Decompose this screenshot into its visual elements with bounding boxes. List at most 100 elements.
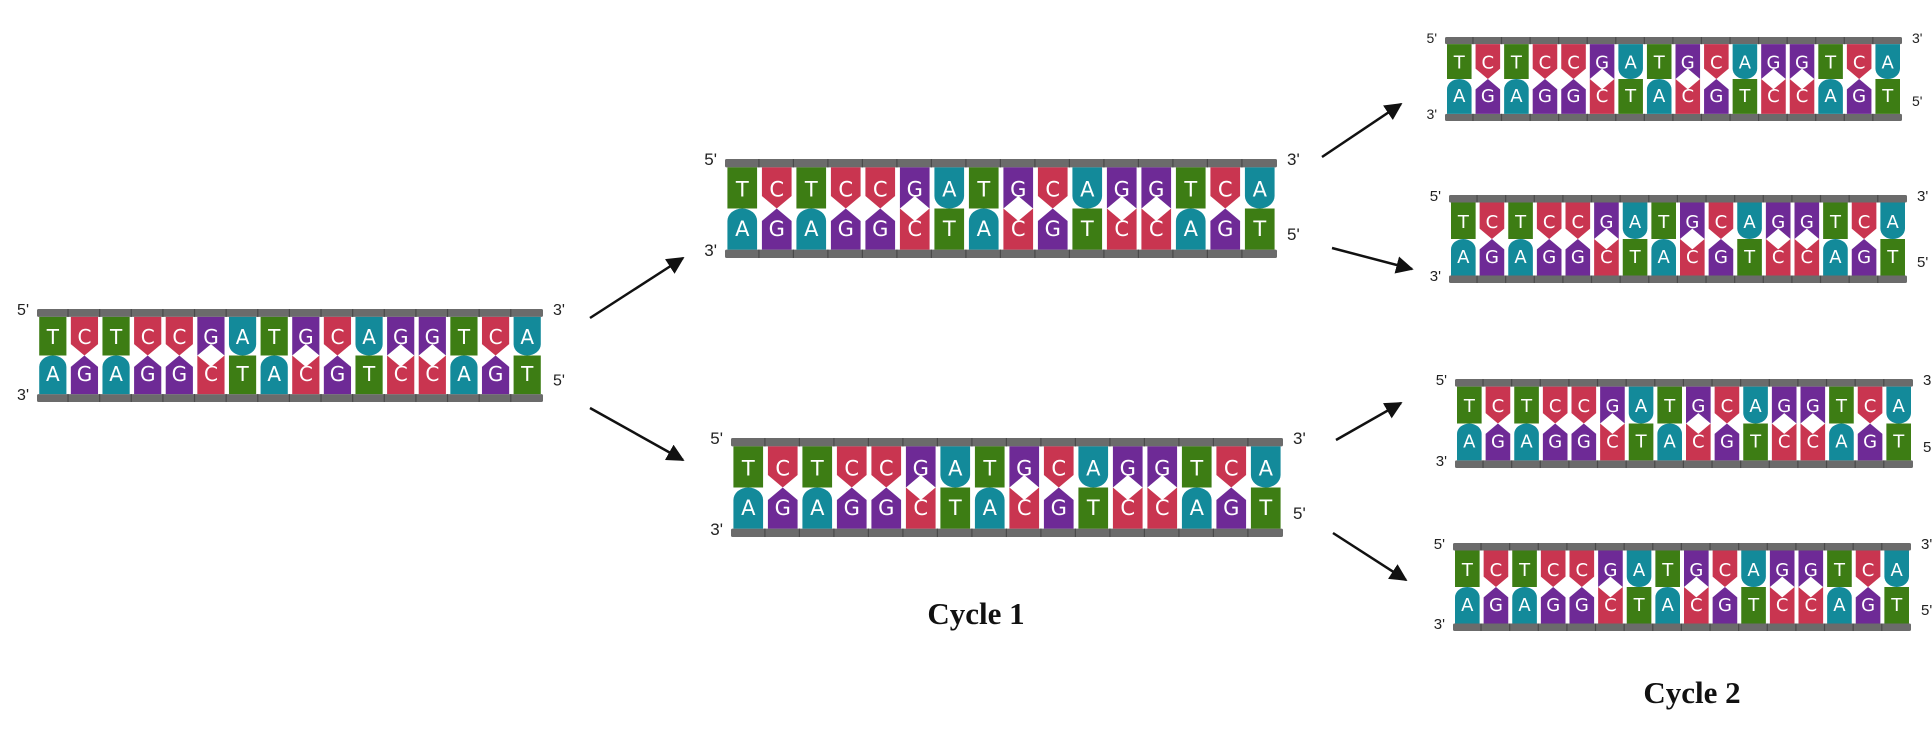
- base-G: [1789, 44, 1815, 79]
- base-A: [260, 355, 288, 395]
- base-letter: C: [1796, 86, 1809, 107]
- base-A: [355, 316, 383, 356]
- base-C: [1800, 423, 1826, 461]
- base-letter: C: [1606, 432, 1619, 453]
- base-T: [968, 167, 999, 209]
- base-T: [1457, 386, 1482, 424]
- base-letter: G: [1575, 595, 1589, 616]
- base-C: [1855, 550, 1881, 587]
- base-A: [1818, 79, 1843, 114]
- base-T: [1827, 550, 1852, 587]
- base-letter: C: [1120, 496, 1135, 520]
- base-letter: A: [1749, 396, 1762, 417]
- base-letter: T: [948, 496, 962, 520]
- base-G: [830, 208, 861, 250]
- label-3-prime-bottom-left: 3': [1436, 453, 1447, 470]
- label-5-prime-bottom-right: 5': [1287, 225, 1300, 244]
- base-letter: T: [1833, 560, 1846, 581]
- base-G: [1686, 386, 1711, 424]
- base-letter: G: [1720, 432, 1734, 453]
- base-letter: A: [1824, 86, 1837, 107]
- base-letter: T: [1457, 212, 1470, 233]
- base-letter: G: [330, 362, 346, 386]
- base-G: [197, 316, 225, 356]
- base-letter: C: [1492, 396, 1505, 417]
- base-letter: G: [1577, 432, 1591, 453]
- base-letter: C: [1600, 247, 1613, 268]
- base-C: [165, 316, 193, 356]
- base-letter: G: [1489, 595, 1503, 616]
- base-letter: C: [1486, 212, 1499, 233]
- base-T: [1880, 239, 1905, 276]
- base-letter: T: [1183, 177, 1197, 201]
- base-T: [228, 355, 257, 395]
- base-G: [1147, 446, 1178, 488]
- base-T: [1451, 202, 1476, 239]
- label-3-prime-top-right: 3': [553, 302, 565, 319]
- base-letter: T: [109, 325, 123, 349]
- base-letter: T: [1892, 432, 1905, 453]
- base-letter: A: [983, 496, 998, 520]
- label-3-prime-bottom-left: 3': [704, 241, 717, 260]
- base-C: [1684, 587, 1709, 624]
- base-letter: C: [838, 177, 853, 201]
- label-3-prime-bottom-left: 3': [1434, 616, 1445, 633]
- base-letter: G: [1806, 396, 1820, 417]
- base-C: [1708, 202, 1734, 239]
- base-A: [1512, 587, 1537, 624]
- base-G: [1037, 208, 1068, 250]
- base-letter: C: [1853, 53, 1866, 74]
- base-letter: G: [1599, 212, 1613, 233]
- base-letter: G: [488, 362, 504, 386]
- base-letter: T: [1518, 560, 1531, 581]
- base-A: [1514, 423, 1539, 461]
- base-letter: A: [1743, 212, 1756, 233]
- base-C: [1589, 79, 1615, 114]
- base-letter: C: [1011, 217, 1026, 241]
- base-G: [1536, 239, 1562, 276]
- base-letter: G: [1542, 247, 1556, 268]
- base-letter: C: [77, 325, 91, 349]
- base-letter: T: [1824, 53, 1837, 74]
- base-T: [1175, 167, 1206, 209]
- label-3-prime-bottom-left: 3': [1430, 268, 1441, 285]
- base-letter: A: [741, 496, 756, 520]
- base-C: [1569, 550, 1595, 587]
- base-letter: T: [1514, 212, 1527, 233]
- base-letter: A: [1457, 247, 1470, 268]
- base-C: [1714, 386, 1740, 424]
- base-A: [1618, 44, 1643, 79]
- arrow-cycle1-top-to-cycle2-2: [1331, 246, 1414, 274]
- base-G: [70, 355, 99, 395]
- base-letter: C: [425, 362, 439, 386]
- label-5-prime-bottom-right: 5': [553, 372, 565, 389]
- base-letter: T: [976, 177, 990, 201]
- base-G: [1009, 446, 1040, 488]
- base-G: [1708, 239, 1734, 276]
- base-letter: C: [1721, 396, 1734, 417]
- base-letter: G: [1548, 432, 1562, 453]
- base-C: [1704, 44, 1729, 79]
- base-G: [1598, 550, 1623, 587]
- base-letter: G: [1861, 595, 1875, 616]
- base-letter: C: [1681, 86, 1694, 107]
- base-T: [1651, 202, 1676, 239]
- base-letter: A: [1664, 432, 1677, 453]
- base-letter: C: [1149, 217, 1164, 241]
- label-5-prime-top-left: 5': [17, 302, 29, 319]
- base-letter: C: [330, 325, 344, 349]
- base-A: [1657, 423, 1682, 461]
- base-letter: C: [1482, 53, 1495, 74]
- base-T: [1504, 44, 1529, 79]
- base-letter: C: [299, 362, 313, 386]
- base-letter: T: [1886, 247, 1899, 268]
- base-letter: G: [1491, 432, 1505, 453]
- base-letter: A: [362, 325, 376, 349]
- base-letter: T: [1747, 595, 1760, 616]
- base-T: [1886, 423, 1911, 461]
- base-letter: G: [1766, 53, 1780, 74]
- base-A: [39, 355, 67, 395]
- base-letter: A: [1518, 595, 1531, 616]
